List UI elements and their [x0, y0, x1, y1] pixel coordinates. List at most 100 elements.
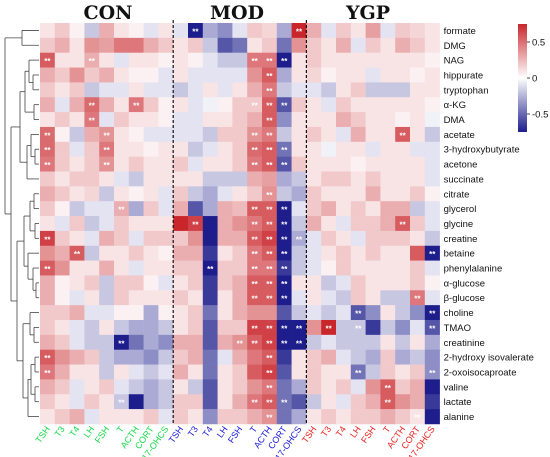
significance-star: ** [281, 161, 288, 170]
significance-star: ** [281, 265, 288, 274]
heatmap-cell [247, 409, 263, 425]
heatmap-cell [365, 37, 381, 53]
heatmap-cell [321, 97, 337, 113]
heatmap-cell [188, 97, 204, 113]
significance-star: ** [281, 280, 288, 289]
heatmap-cell [202, 379, 218, 395]
heatmap-cell [99, 171, 115, 187]
significance-star: ** [266, 414, 273, 423]
heatmap-cell [262, 171, 278, 187]
heatmap-cell [321, 230, 337, 247]
heatmap-cell [321, 201, 337, 217]
significance-star: ** [266, 102, 273, 111]
heatmap-cell [291, 349, 307, 365]
heatmap-cell [232, 245, 248, 261]
heatmap-cell [365, 156, 381, 172]
heatmap-cell [321, 216, 337, 232]
heatmap-cell [128, 97, 144, 113]
heatmap-cell [188, 230, 204, 247]
heatmap-cell [262, 97, 278, 113]
heatmap-cell [350, 126, 366, 143]
heatmap-cell [306, 230, 322, 247]
heatmap-cell [143, 37, 159, 53]
heatmap-cell [143, 126, 159, 143]
heatmap-cell [262, 394, 278, 410]
significance-star: ** [281, 102, 288, 111]
column-label: FSH [93, 424, 112, 444]
heatmap-cell [84, 394, 100, 410]
significance-star: ** [251, 206, 258, 215]
heatmap-cell [321, 23, 337, 39]
heatmap-cell [99, 245, 115, 261]
heatmap-cell [410, 126, 426, 143]
heatmap-cell [247, 305, 263, 321]
heatmap-cell [321, 379, 337, 395]
column-label: T3 [53, 424, 67, 438]
heatmap-cell [188, 156, 204, 172]
heatmap-cell [188, 112, 204, 128]
heatmap-cell [54, 37, 70, 53]
heatmap-cell [306, 379, 322, 395]
heatmap-cell [276, 37, 292, 53]
heatmap-cell [232, 364, 248, 380]
significance-star: ** [251, 280, 258, 289]
heatmap-cell [188, 349, 204, 365]
heatmap-cell [365, 230, 381, 247]
heatmap-cell [306, 112, 322, 128]
heatmap-cell [173, 230, 189, 247]
heatmap-cell [202, 171, 218, 187]
heatmap-cell [54, 216, 70, 232]
row-label: tryptophan [444, 85, 489, 96]
heatmap-cell [424, 216, 440, 232]
heatmap-cell [40, 112, 56, 128]
heatmap-cell [262, 201, 278, 217]
heatmap-cell [143, 23, 159, 39]
heatmap-cell [188, 186, 204, 202]
row-label: succinate [444, 174, 484, 185]
heatmap-cell [217, 186, 233, 202]
heatmap-cell [54, 290, 70, 306]
heatmap-cell [410, 349, 426, 365]
heatmap-cell [114, 230, 130, 247]
heatmap-cell [336, 156, 352, 172]
heatmap-cell [54, 171, 70, 187]
heatmap-cell [99, 409, 115, 425]
heatmap-cell [114, 320, 130, 336]
heatmap-cell [84, 171, 100, 187]
heatmap-cell [306, 186, 322, 202]
group-title-ygp: YGP [345, 2, 390, 24]
heatmap-cell [114, 126, 130, 143]
heatmap-cell [380, 112, 396, 128]
heatmap-cell [306, 394, 322, 410]
heatmap-cell [291, 97, 307, 113]
heatmap-cell [69, 216, 85, 232]
heatmap-cell [84, 201, 100, 217]
colorbar-tick-label: 0.5 [532, 38, 545, 49]
heatmap-cell [424, 82, 440, 98]
column-label: TSH [300, 424, 319, 444]
heatmap-cell [395, 334, 411, 350]
heatmap-cell [380, 201, 396, 217]
heatmap-cell [410, 290, 426, 306]
heatmap-cell [410, 82, 426, 98]
group-titles: CON MOD YGP [83, 2, 390, 24]
heatmap-cell [114, 245, 130, 261]
significance-star: ** [399, 131, 406, 140]
heatmap-cell [410, 52, 426, 68]
heatmap-cell [114, 379, 130, 395]
heatmap-cell [143, 364, 159, 380]
heatmap-cell [350, 379, 366, 395]
heatmap-cell [128, 201, 144, 217]
heatmap-cell [69, 275, 85, 291]
heatmap-cell [84, 67, 100, 83]
significance-star: ** [266, 117, 273, 126]
heatmap-cell [262, 126, 278, 143]
heatmap-cell [395, 320, 411, 336]
heatmap-cell [114, 201, 130, 217]
heatmap-cell [232, 216, 248, 232]
heatmap-cell [202, 156, 218, 172]
heatmap-cell [365, 320, 381, 336]
heatmap-cell [158, 260, 174, 276]
heatmap-cell [306, 305, 322, 321]
significance-star: ** [355, 324, 362, 333]
